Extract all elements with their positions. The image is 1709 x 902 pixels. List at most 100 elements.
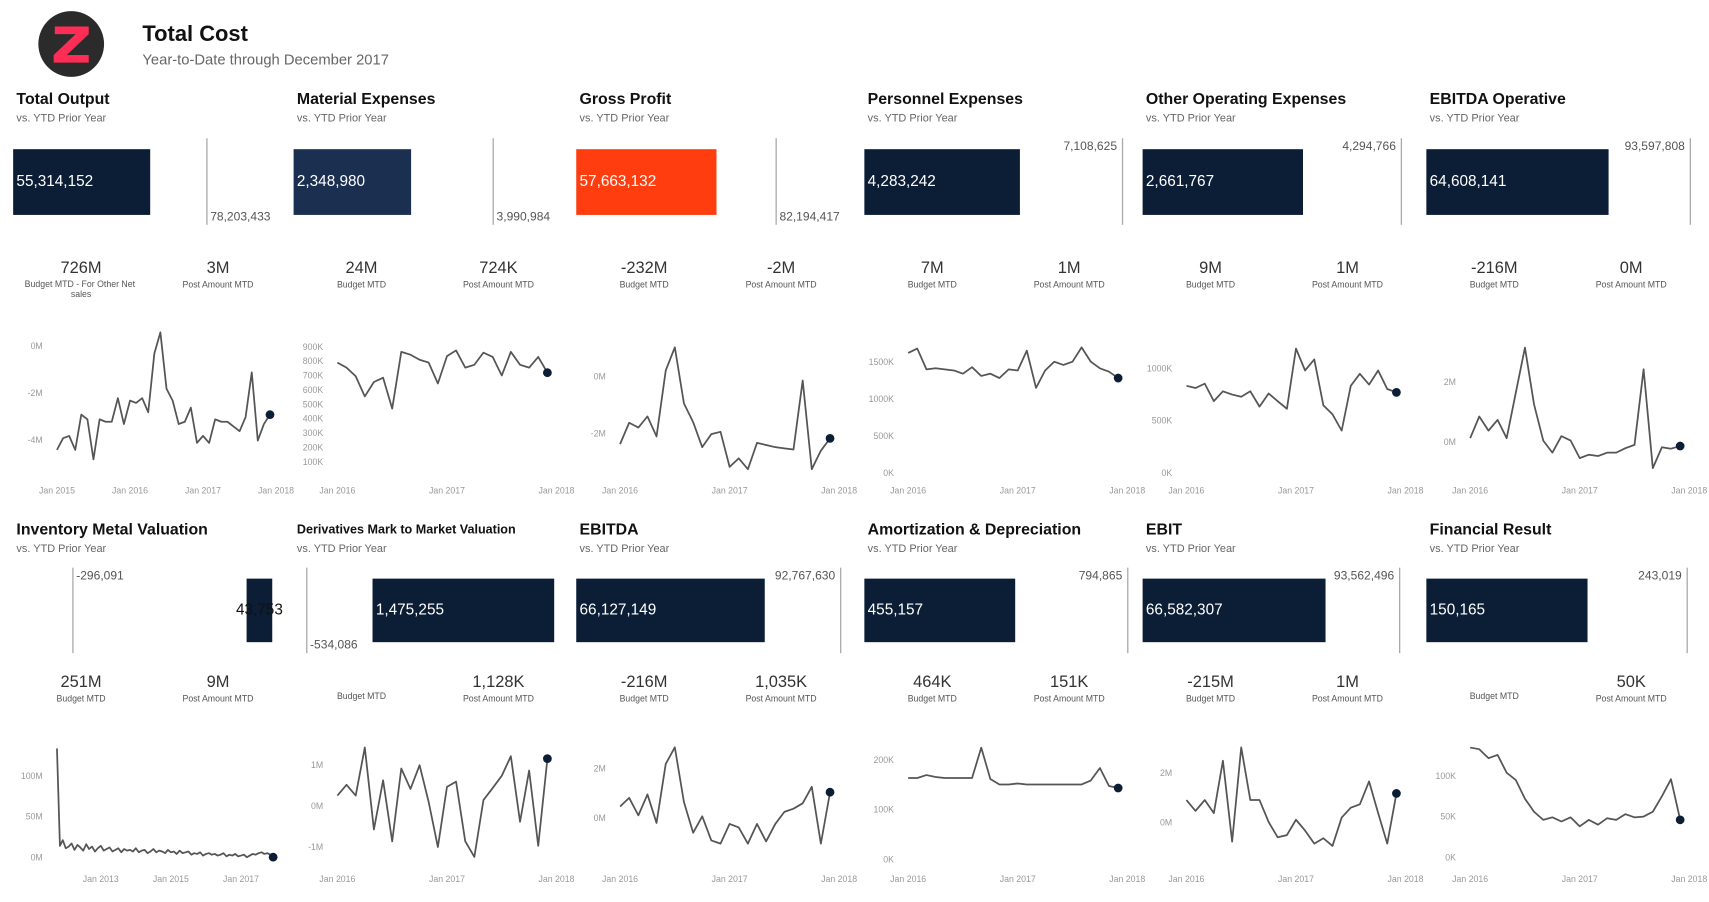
x-tick-label: Jan 2016	[1452, 485, 1488, 495]
bar-label: 66,127,149	[580, 601, 657, 618]
panel-title: EBIT	[1146, 522, 1182, 539]
y-tick-label: 1M	[311, 760, 323, 770]
kpi-label: Budget MTD	[337, 691, 386, 701]
panel-subtitle: vs. YTD Prior Year	[580, 543, 670, 555]
sparkline	[1185, 746, 1398, 847]
kpi-value: -215M	[1187, 673, 1234, 691]
kpi-value: 251M	[61, 673, 102, 691]
kpi-label: Budget MTD	[908, 693, 957, 703]
y-tick-label: -4M	[28, 435, 43, 445]
kpi-label: Post Amount MTD	[463, 279, 534, 289]
reference-label: 3,990,984	[497, 209, 551, 223]
reference-label: 78,203,433	[210, 209, 271, 223]
kpi-label: Post Amount MTD	[746, 693, 817, 703]
logo-mark	[53, 26, 89, 63]
kpi-value: 9M	[207, 673, 230, 691]
y-tick-label: 700K	[303, 371, 324, 381]
kpi-label: Budget MTD	[908, 279, 957, 289]
y-tick-label: 400K	[303, 414, 324, 424]
x-tick-label: Jan 2017	[1562, 874, 1598, 884]
last-point	[1675, 815, 1685, 825]
y-tick-label: 2M	[1160, 768, 1172, 778]
kpi-value: -232M	[621, 259, 668, 277]
kpi-label: Budget MTD	[1470, 691, 1519, 701]
y-tick-label: 300K	[303, 428, 324, 438]
panel-title: Gross Profit	[580, 91, 672, 108]
x-tick-label: Jan 2018	[1388, 874, 1424, 884]
y-tick-label: 900K	[303, 342, 324, 352]
x-tick-label: Jan 2016	[890, 485, 926, 495]
kpi-label: Post Amount MTD	[746, 279, 817, 289]
x-tick-label: Jan 2018	[258, 485, 294, 495]
bar-label: 57,663,132	[580, 173, 657, 190]
reference-label: 93,562,496	[1334, 569, 1395, 583]
panel-title: EBITDA Operative	[1430, 91, 1566, 108]
x-tick-label: Jan 2016	[112, 485, 148, 495]
kpi-value: 1M	[1058, 259, 1081, 277]
x-tick-label: Jan 2017	[1278, 874, 1314, 884]
panel-subtitle: vs. YTD Prior Year	[1146, 112, 1236, 124]
last-point	[1392, 789, 1401, 798]
kpi-value: 1M	[1336, 673, 1359, 691]
y-tick-label: 1000K	[869, 394, 894, 404]
bar	[1426, 578, 1588, 643]
panel-title: Total Output	[16, 91, 110, 108]
y-tick-label: 0K	[883, 468, 894, 478]
x-tick-label: Jan 2015	[39, 485, 75, 495]
y-tick-label: -2M	[28, 388, 43, 398]
last-point	[825, 433, 835, 443]
kpi-value: 726M	[61, 259, 102, 277]
x-tick-label: Jan 2018	[1671, 874, 1707, 884]
y-tick-label: 0M	[31, 852, 43, 862]
y-tick-label: 0M	[311, 801, 323, 811]
y-tick-label: 100K	[1435, 771, 1456, 781]
kpi-label: Budget MTD	[1186, 693, 1235, 703]
sparkline	[907, 346, 1119, 389]
panel-subtitle: vs. YTD Prior Year	[868, 543, 958, 555]
x-tick-label: Jan 2018	[1109, 485, 1145, 495]
panel-subtitle: vs. YTD Prior Year	[297, 543, 387, 555]
reference-label: 4,294,766	[1342, 139, 1396, 153]
y-tick-label: 1000K	[1147, 364, 1172, 374]
panel-title: Material Expenses	[297, 91, 436, 108]
y-tick-label: 2M	[594, 764, 606, 774]
bar	[1426, 149, 1609, 215]
bar-label: 4,283,242	[868, 173, 936, 190]
x-tick-label: Jan 2018	[1109, 874, 1145, 884]
kpi-value: 3M	[207, 259, 230, 277]
kpi-value: 7M	[921, 259, 944, 277]
bar	[1142, 149, 1303, 215]
kpi-label: Budget MTD	[620, 693, 669, 703]
reference-label: 243,019	[1638, 569, 1682, 583]
y-tick-label: -1M	[308, 842, 323, 852]
x-tick-label: Jan 2017	[712, 874, 748, 884]
y-tick-label: 1500K	[869, 357, 894, 367]
y-tick-label: 100K	[874, 805, 895, 815]
x-tick-label: Jan 2017	[223, 874, 259, 884]
bar	[293, 149, 412, 215]
page-subtitle: Year-to-Date through December 2017	[142, 52, 389, 68]
panel-title: Other Operating Expenses	[1146, 91, 1346, 108]
bar	[576, 578, 765, 643]
y-tick-label: 50M	[26, 812, 43, 822]
kpi-label: Post Amount MTD	[1596, 279, 1667, 289]
panel-title: Derivatives Mark to Market Valuation	[297, 523, 516, 537]
reference-label: -296,091	[76, 569, 124, 583]
bar-label: 64,608,141	[1430, 173, 1507, 190]
x-tick-label: Jan 2018	[1671, 485, 1707, 495]
kpi-label: Post Amount MTD	[1034, 279, 1105, 289]
x-tick-label: Jan 2018	[821, 485, 857, 495]
sparkline	[56, 748, 274, 859]
panel-subtitle: vs. YTD Prior Year	[868, 112, 958, 124]
sparkline	[1470, 746, 1682, 828]
panel-subtitle: vs. YTD Prior Year	[580, 112, 670, 124]
sparkline	[1469, 346, 1681, 469]
reference-label: 7,108,625	[1063, 139, 1117, 153]
kpi-label-line: Budget MTD - For Other Net	[25, 279, 138, 289]
last-point	[543, 368, 552, 378]
y-tick-label: 200K	[303, 442, 324, 452]
kpi-label: Post Amount MTD	[1596, 693, 1667, 703]
bar	[1142, 578, 1326, 643]
x-tick-label: Jan 2017	[1562, 485, 1598, 495]
